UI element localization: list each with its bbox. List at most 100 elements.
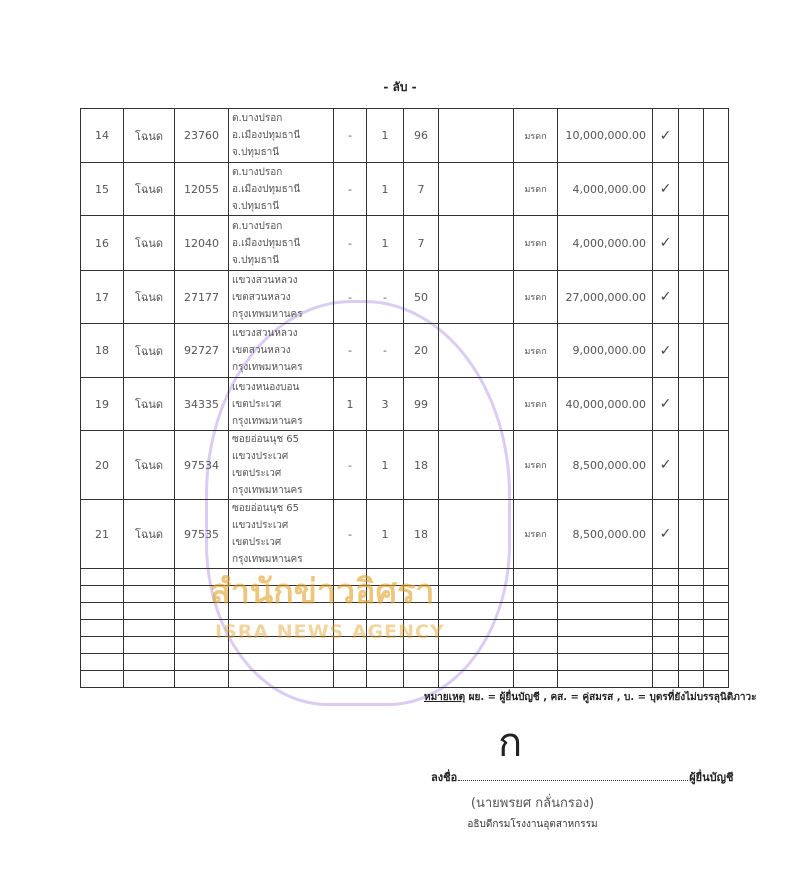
empty-cell <box>438 585 514 603</box>
empty-cell <box>228 602 334 620</box>
empty-cell <box>652 670 679 688</box>
empty-cell <box>174 636 229 654</box>
location-line: ซอยอ่อนนุช 65 <box>232 434 300 445</box>
acquisition-source: มรดก <box>513 430 558 500</box>
location: ซอยอ่อนนุช 65 แขวงประเวศ เขตประเวศ กรุงเทพม… <box>228 430 334 500</box>
location: ต.บางปรอก อ.เมืองปทุมธานี จ.ปทุมธานี <box>228 162 334 216</box>
table-row: 16 โฉนด 12040 ต.บางปรอก อ.เมืองปทุมธานี จ.ปทุ… <box>80 215 729 271</box>
empty-cell <box>557 636 653 654</box>
row-number: 16 <box>80 215 124 271</box>
location-line: แขวงสวนหลวง <box>232 328 298 339</box>
document-type: โฉนด <box>123 499 175 569</box>
document-type: โฉนด <box>123 377 175 431</box>
empty-cell <box>703 585 729 603</box>
empty-cell <box>366 585 404 603</box>
area-ngan: 1 <box>366 162 404 216</box>
empty-cell <box>80 585 124 603</box>
acquisition-source: มรดก <box>513 108 558 163</box>
asset-value: 40,000,000.00 <box>557 377 653 431</box>
empty-cell <box>403 653 439 671</box>
handwritten-signature: ก <box>498 720 523 766</box>
empty-cell <box>228 585 334 603</box>
empty-cell <box>703 162 729 216</box>
asset-table: 14 โฉนด 23760 ต.บางปรอก อ.เมืองปทุมธานี จ.ปทุ… <box>80 108 729 688</box>
area-wa: 99 <box>403 377 439 431</box>
empty-cell <box>678 430 704 500</box>
empty-cell <box>438 499 514 569</box>
document-type: โฉนด <box>123 108 175 163</box>
area-ngan: 1 <box>366 215 404 271</box>
empty-cell <box>703 568 729 586</box>
empty-cell <box>333 585 367 603</box>
empty-cell <box>678 636 704 654</box>
document-number: 97534 <box>174 430 229 500</box>
acquisition-source: มรดก <box>513 499 558 569</box>
owner-check: ✓ <box>652 270 679 324</box>
empty-cell <box>703 215 729 271</box>
location-line: จ.ปทุมธานี <box>232 200 280 212</box>
empty-cell <box>123 619 175 637</box>
document-number: 97535 <box>174 499 229 569</box>
empty-cell <box>80 568 124 586</box>
table-row: 20 โฉนด 97534 ซอยอ่อนนุช 65 แขวงประเวศ เขตประ… <box>80 430 729 500</box>
asset-value: 8,500,000.00 <box>557 430 653 500</box>
empty-cell <box>703 108 729 163</box>
empty-cell <box>438 619 514 637</box>
document-number: 12040 <box>174 215 229 271</box>
empty-cell <box>174 585 229 603</box>
empty-cell <box>703 602 729 620</box>
empty-cell <box>652 636 679 654</box>
row-number: 14 <box>80 108 124 163</box>
acquisition-source: มรดก <box>513 162 558 216</box>
empty-table-row <box>80 602 729 620</box>
empty-cell <box>652 568 679 586</box>
location: ซอยอ่อนนุช 65 แขวงประเวศ เขตประเวศ กรุงเทพม… <box>228 499 334 569</box>
location-line: เขตสวนหลวง <box>232 291 291 303</box>
empty-cell <box>403 636 439 654</box>
empty-table-row <box>80 585 729 603</box>
empty-cell <box>403 602 439 620</box>
empty-cell <box>557 602 653 620</box>
owner-check: ✓ <box>652 162 679 216</box>
empty-cell <box>438 377 514 431</box>
document-number: 34335 <box>174 377 229 431</box>
empty-cell <box>123 670 175 688</box>
location-line: แขวงประเวศ <box>232 520 289 531</box>
empty-cell <box>80 602 124 620</box>
document-type: โฉนด <box>123 215 175 271</box>
row-number: 15 <box>80 162 124 216</box>
area-wa: 18 <box>403 499 439 569</box>
empty-cell <box>557 568 653 586</box>
empty-cell <box>123 636 175 654</box>
asset-value: 4,000,000.00 <box>557 215 653 271</box>
empty-cell <box>123 585 175 603</box>
empty-cell <box>678 653 704 671</box>
location-line: เขตสวนหลวง <box>232 345 291 356</box>
empty-cell <box>678 377 704 431</box>
empty-cell <box>513 602 558 620</box>
empty-cell <box>403 568 439 586</box>
empty-cell <box>366 602 404 620</box>
empty-cell <box>513 636 558 654</box>
empty-cell <box>678 619 704 637</box>
empty-cell <box>652 619 679 637</box>
area-rai: 1 <box>333 377 367 431</box>
empty-cell <box>333 568 367 586</box>
location: ต.บางปรอก อ.เมืองปทุมธานี จ.ปทุมธานี <box>228 215 334 271</box>
empty-cell <box>513 585 558 603</box>
empty-cell <box>557 619 653 637</box>
empty-cell <box>228 670 334 688</box>
document-type: โฉนด <box>123 162 175 216</box>
location-line: จ.ปทุมธานี <box>232 147 280 158</box>
empty-cell <box>678 162 704 216</box>
table-row: 19 โฉนด 34335 แขวงหนองบอน เขตประเวศ กรุงเทพมห… <box>80 377 729 431</box>
location: แขวงสวนหลวง เขตสวนหลวง กรุงเทพมหานคร <box>228 270 334 324</box>
location-line: กรุงเทพมหานคร <box>232 485 303 496</box>
empty-cell <box>703 323 729 378</box>
location-line: แขวงหนองบอน <box>232 381 300 393</box>
acquisition-source: มรดก <box>513 377 558 431</box>
location-line: ต.บางปรอก <box>232 113 283 124</box>
area-ngan: - <box>366 323 404 378</box>
empty-cell <box>123 602 175 620</box>
area-ngan: 1 <box>366 108 404 163</box>
